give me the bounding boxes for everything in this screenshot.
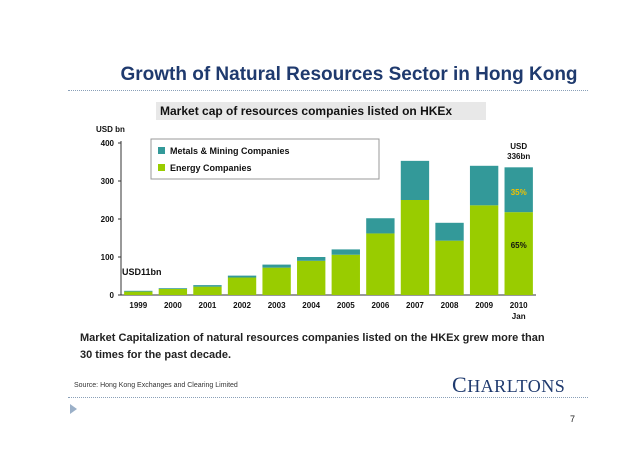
bar-metals <box>193 285 222 287</box>
bar-energy <box>400 200 430 295</box>
bar-energy <box>227 277 257 295</box>
slide-title: Growth of Natural Resources Sector in Ho… <box>120 64 578 85</box>
bar-metals <box>504 167 533 213</box>
bar-energy <box>469 205 499 295</box>
bar-energy <box>124 291 153 295</box>
charltons-logo: CHARLTONS <box>452 372 565 398</box>
annotation-metals-share: 35% <box>511 188 527 197</box>
bar-energy <box>297 260 326 295</box>
bar-energy <box>366 233 395 295</box>
bar-energy <box>504 212 533 295</box>
y-tick-label: 0 <box>110 291 115 300</box>
y-tick-label: 200 <box>101 215 115 224</box>
title-divider <box>68 90 588 91</box>
x-tick-label: 2005 <box>337 301 355 310</box>
legend-label-metals: Metals & Mining Companies <box>170 146 290 156</box>
market-cap-chart: Market cap of resources companies listed… <box>96 98 544 330</box>
chart-title: Market cap of resources companies listed… <box>160 104 452 118</box>
chart-title-band <box>156 102 486 120</box>
bar-energy <box>262 267 291 295</box>
bar-metals <box>469 165 499 206</box>
y-tick-label: 300 <box>101 177 115 186</box>
x-tick-label: 2001 <box>199 301 217 310</box>
bar-energy <box>435 240 464 295</box>
bar-metals <box>227 275 257 278</box>
bar-energy <box>331 254 360 295</box>
x-tick-sublabel: Jan <box>512 312 526 321</box>
nav-arrow-icon <box>70 404 77 414</box>
bar-metals <box>297 257 326 261</box>
bar-metals <box>124 290 153 292</box>
legend-label-energy: Energy Companies <box>170 163 252 173</box>
x-tick-label: 2010 <box>510 301 528 310</box>
chart-svg: Market cap of resources companies listed… <box>96 102 536 321</box>
y-tick-label: 100 <box>101 253 115 262</box>
bar-metals <box>331 249 360 255</box>
legend-swatch-energy <box>158 164 165 171</box>
y-axis-label: USD bn <box>96 125 125 134</box>
x-tick-label: 2007 <box>406 301 424 310</box>
x-tick-label: 2006 <box>371 301 389 310</box>
x-tick-label: 2003 <box>268 301 286 310</box>
y-tick-label: 400 <box>101 139 115 148</box>
bar-metals <box>158 288 188 289</box>
footer-divider <box>68 397 588 398</box>
x-tick-label: 2008 <box>441 301 459 310</box>
annotation-2010-total-value: 336bn <box>507 152 530 161</box>
page-number: 7 <box>570 414 576 424</box>
x-tick-label: 2009 <box>475 301 493 310</box>
bar-metals <box>435 222 464 241</box>
annotation-1999-total: USD11bn <box>122 267 162 277</box>
annotation-2010-total: USD <box>510 142 527 151</box>
annotation-energy-share: 65% <box>511 241 527 250</box>
bar-energy <box>158 288 188 295</box>
source-note: Source: Hong Kong Exchanges and Clearing… <box>74 382 238 389</box>
bar-metals <box>400 160 430 200</box>
chart-caption: Market Capitalization of natural resourc… <box>80 332 545 361</box>
bar-metals <box>366 218 395 234</box>
legend-box <box>150 138 380 180</box>
bar-metals <box>262 264 291 268</box>
bar-energy <box>193 286 222 295</box>
x-tick-label: 2002 <box>233 301 251 310</box>
x-tick-label: 2004 <box>302 301 320 310</box>
x-tick-label: 1999 <box>129 301 147 310</box>
logo-text: CHARLTONS <box>452 372 566 397</box>
x-tick-label: 2000 <box>164 301 182 310</box>
legend-swatch-metals <box>158 147 165 154</box>
